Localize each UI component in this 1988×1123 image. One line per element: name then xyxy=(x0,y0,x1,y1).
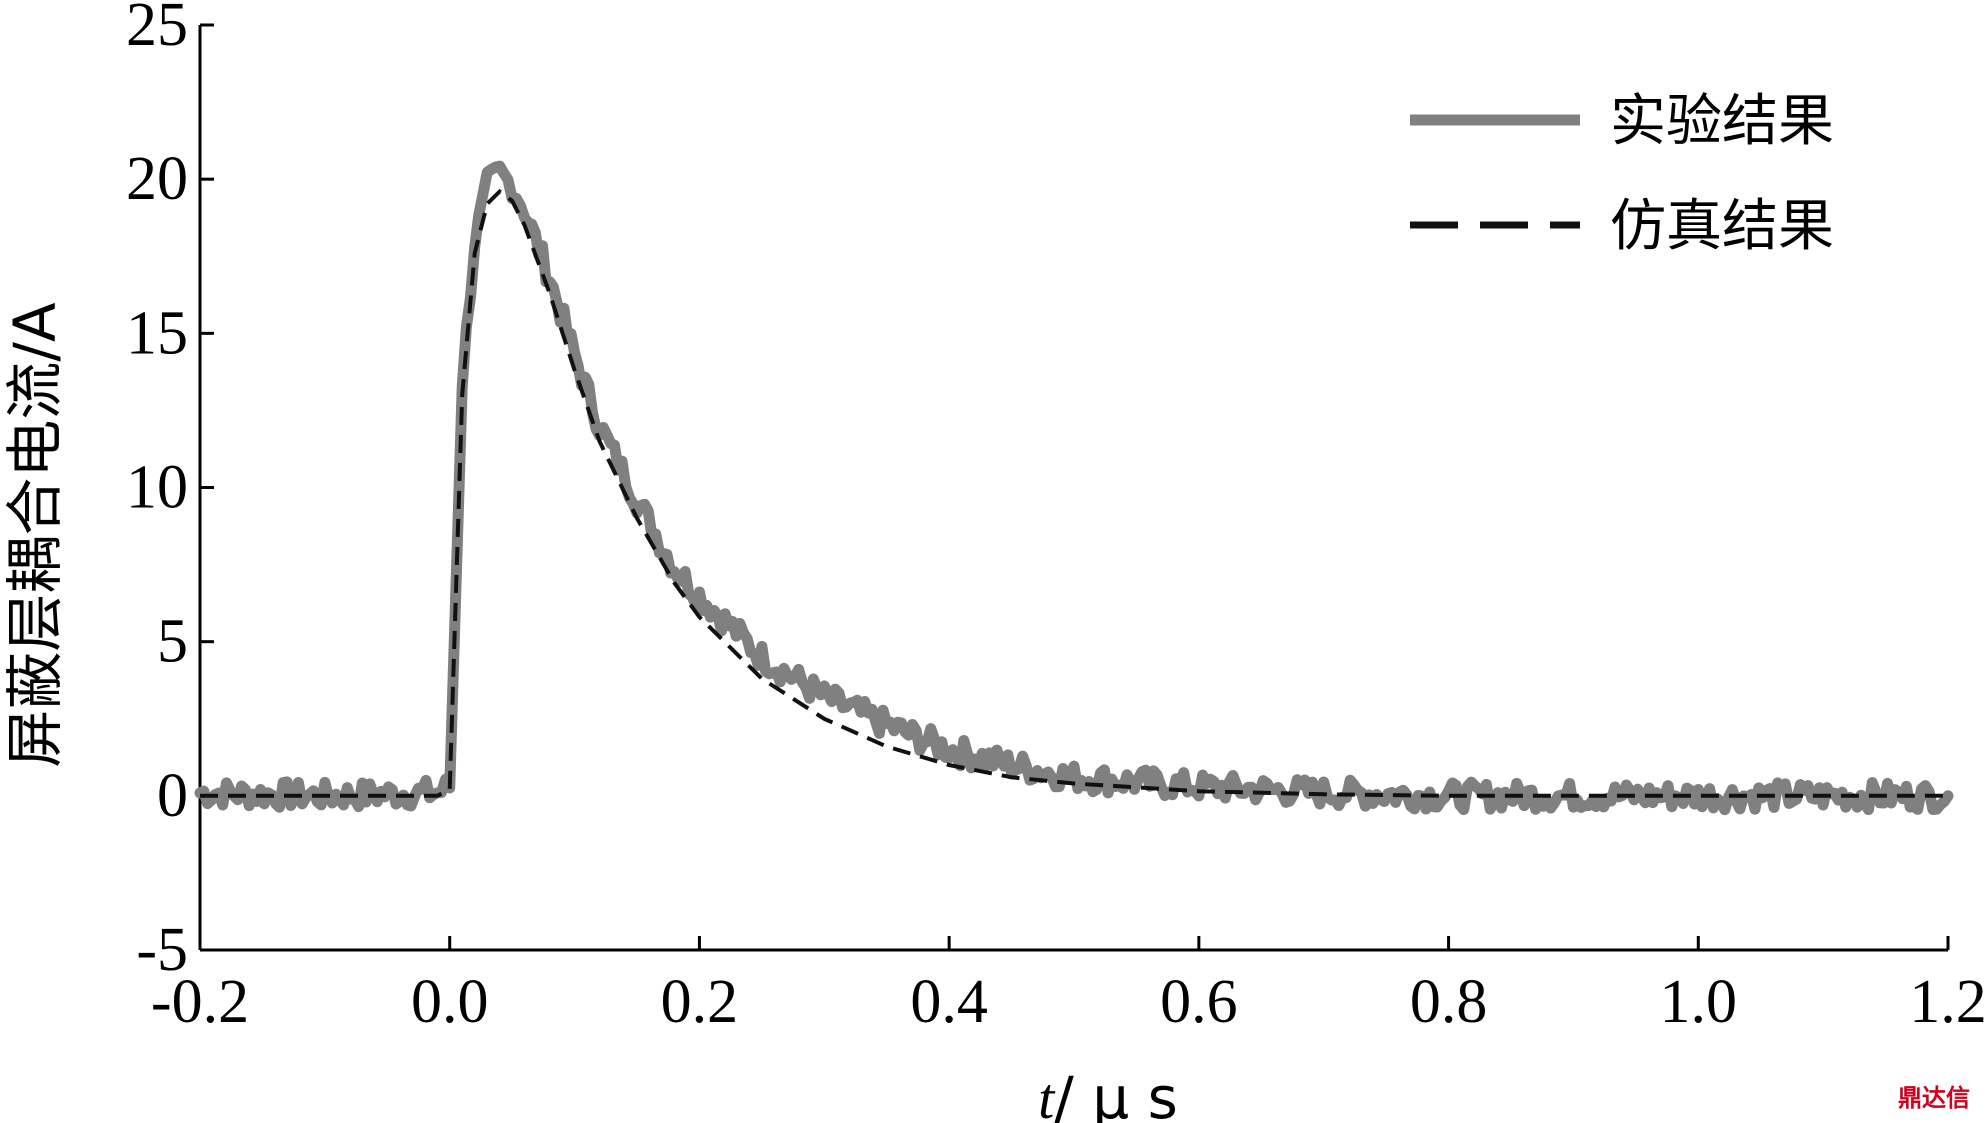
y-axis-title: 屏蔽层耦合电流/A xyxy=(1,302,69,768)
y-tick-label: 15 xyxy=(126,299,188,367)
x-axis-title-italic: t xyxy=(1038,1066,1056,1123)
y-tick-label: 0 xyxy=(157,762,188,830)
x-tick-label: 0.0 xyxy=(411,968,489,1036)
x-axis-title: t/ μ s xyxy=(1038,1064,1178,1123)
y-tick-label: -5 xyxy=(136,916,188,984)
x-tick-label: -0.2 xyxy=(151,968,249,1036)
y-tick-label: 25 xyxy=(126,0,188,59)
y-tick-label: 20 xyxy=(126,145,188,213)
series-line-simulation xyxy=(200,188,1948,798)
legend-label: 实验结果 xyxy=(1610,89,1834,154)
legend-label: 仿真结果 xyxy=(1610,194,1834,259)
x-tick-label: 0.8 xyxy=(1410,968,1488,1036)
watermark-logo: 鼎达信 xyxy=(1898,1084,1970,1112)
series-layer xyxy=(194,160,1954,816)
y-tick-label: 10 xyxy=(126,454,188,522)
y-tick-label: 5 xyxy=(157,608,188,676)
x-tick-label: 1.2 xyxy=(1909,968,1987,1036)
x-tick-label: 0.2 xyxy=(661,968,739,1036)
axes: -0.2 0.0 0.2 0.4 0.6 0.8 1.0 1.2 -5 0 5 10 15 20 25 xyxy=(126,0,1987,1036)
x-tick-label: 0.6 xyxy=(1160,968,1238,1036)
x-tick-label: 0.4 xyxy=(910,968,988,1036)
x-tick-label: 1.0 xyxy=(1660,968,1738,1036)
x-axis-title-unit: / μ s xyxy=(1054,1064,1178,1123)
series-line-experiment xyxy=(194,160,1954,816)
